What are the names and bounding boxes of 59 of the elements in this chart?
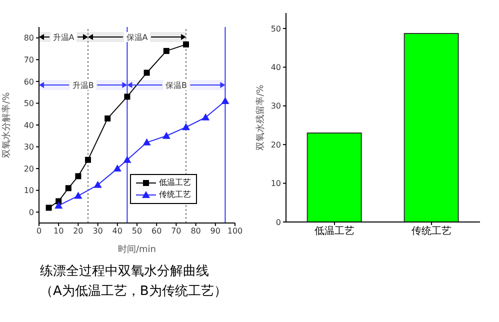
y-tick-label: 40 [24,120,34,130]
point [221,97,230,104]
x-tick-label: 0 [36,226,42,236]
y-tick-label: 60 [24,77,34,86]
y-axis-title: 双氧水残留率/% [255,84,266,150]
point [75,173,82,180]
point [74,192,82,199]
y-tick-label: 20 [24,164,34,174]
x-tick-label: 10 [54,226,64,236]
point [142,138,151,146]
x-tick-label: 40 [112,226,122,236]
point [56,198,62,204]
point [113,164,122,172]
y-tick-label: 50 [270,24,281,34]
text: 练漂全过程中双氧水分解曲线 [40,263,210,281]
legend-label: 传统工艺 [159,189,191,201]
y-tick-label: 20 [270,140,281,150]
x-axis-title: 时间/min [118,244,156,255]
x-tick-label: 30 [92,226,103,236]
y-tick-label: 10 [24,186,34,196]
point [65,185,72,192]
band-label: 升温B [72,81,94,90]
x-tick-label: 传统工艺 [412,225,452,238]
point [162,132,170,139]
point [144,70,150,76]
point [163,48,170,54]
x-tick-label: 60 [152,226,162,236]
y-tick-label: 80 [24,34,34,43]
band-label: 保温A [126,33,148,42]
point [46,204,52,211]
y-tick-label: 50 [24,99,34,108]
y-axis-title: 双氧水分解率/% [1,92,12,158]
x-tick-label: 70 [171,226,182,236]
legend-label: 低温工艺 [159,177,191,189]
point [182,123,190,130]
y-tick-label: 0 [28,208,34,217]
y-tick-label: 30 [24,142,34,152]
y-tick-label: 0 [276,218,281,227]
y-tick-label: 30 [270,102,281,111]
point [94,180,102,188]
x-tick-label: 20 [73,226,84,236]
y-tick-label: 40 [270,63,281,72]
band-label: 升温A [52,33,75,42]
y-tick-label: 70 [24,56,34,65]
x-tick-label: 90 [210,226,220,236]
x-tick-label: 50 [132,226,142,236]
x-tick-label: 低温工艺 [314,225,354,238]
text: （A为低温工艺，B为传统工艺） [40,283,228,301]
point [124,94,130,100]
point [104,115,111,122]
x-tick-label: 80 [190,226,201,236]
point [202,113,210,120]
point [123,156,132,163]
point [183,41,189,48]
band-label: 保温B [165,81,187,90]
x-tick-label: 100 [227,226,243,236]
point [85,156,91,163]
y-tick-label: 10 [270,179,281,188]
point [54,202,63,209]
